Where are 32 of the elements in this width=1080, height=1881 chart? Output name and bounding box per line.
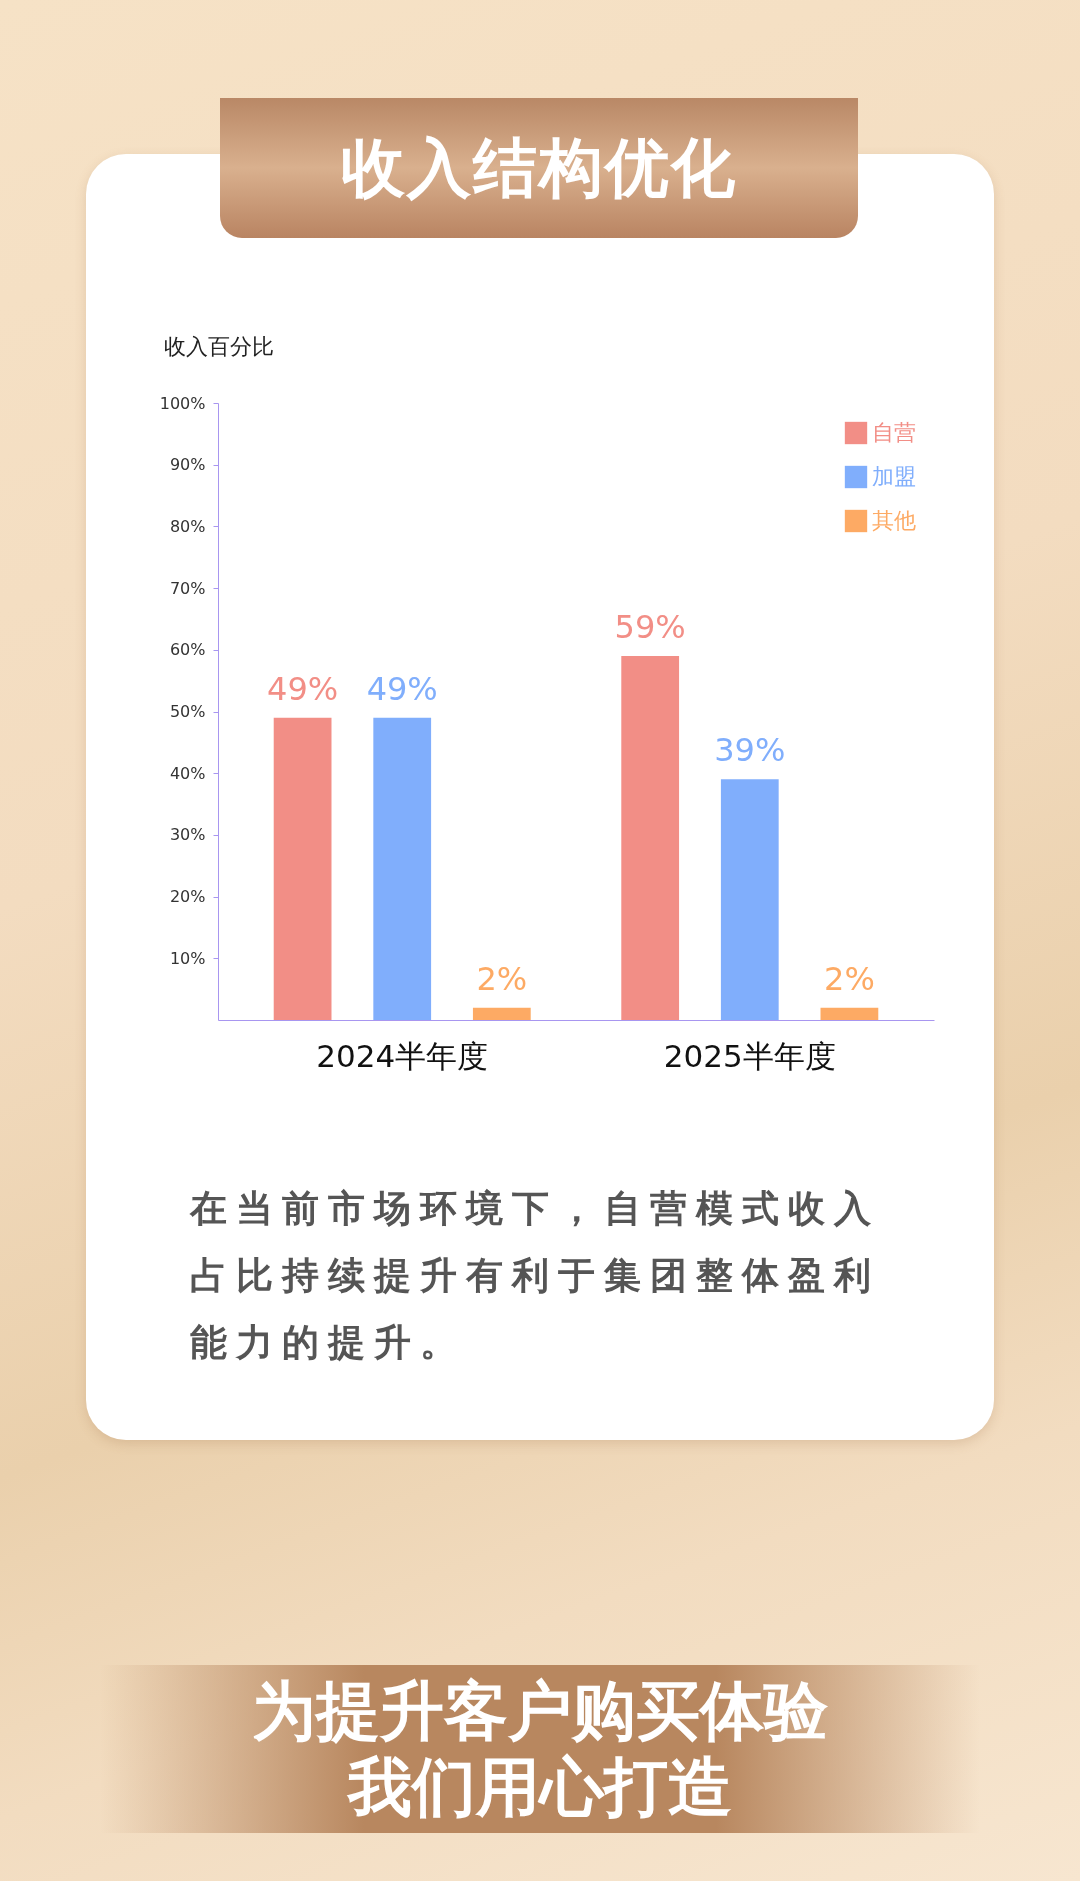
y-tick-label: 100%	[159, 393, 206, 413]
text: 49%	[366, 669, 438, 708]
text: 在当前市场环境下，自营模式收入占比持续提升有利于集团整体盈利能力的提升。	[190, 1186, 881, 1366]
y-tick-label: 90%	[169, 455, 206, 475]
bar	[621, 655, 680, 1020]
y-tick-label: 30%	[169, 825, 206, 845]
y-tick-label: 60%	[169, 640, 206, 660]
text: 2%	[476, 959, 528, 998]
y-tick-label: 10%	[169, 948, 206, 968]
x-tick-label: 2025半年度	[663, 1037, 836, 1074]
text: 2%	[824, 959, 875, 998]
text: 为提升客户购买体验	[252, 1674, 828, 1748]
legend-label: 加盟	[872, 464, 916, 489]
y-tick-label: 70%	[169, 578, 206, 598]
y-tick-label: 80%	[169, 516, 206, 536]
bar	[472, 1007, 531, 1020]
chart-title: 收入结构优化	[220, 98, 858, 238]
bar	[373, 717, 432, 1020]
text: 59%	[614, 607, 686, 646]
bar	[273, 717, 332, 1020]
y-tick-label: 40%	[169, 763, 206, 783]
text: 我们用心打造	[348, 1750, 732, 1824]
x-tick-label: 2024半年度	[316, 1037, 489, 1074]
bar	[820, 1007, 879, 1020]
y-axis-title: 收入百分比	[163, 333, 274, 359]
y-tick-label: 20%	[169, 887, 206, 907]
text: 49%	[267, 669, 339, 708]
y-tick-label: 50%	[169, 702, 206, 721]
legend-label: 其他	[872, 508, 916, 533]
text: 39%	[714, 731, 786, 770]
bar	[720, 779, 779, 1020]
legend-label: 自营	[872, 420, 916, 445]
